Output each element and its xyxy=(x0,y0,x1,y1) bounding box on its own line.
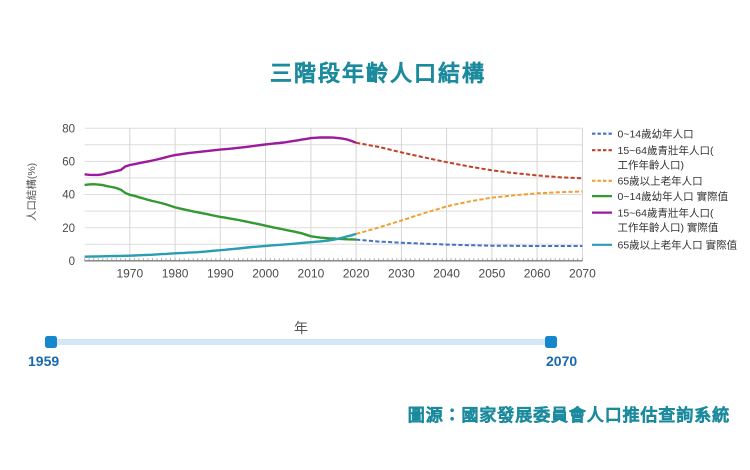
svg-text:2000: 2000 xyxy=(252,266,279,280)
svg-text:工作年齡人口) 實際值: 工作年齡人口) 實際值 xyxy=(618,221,719,234)
svg-text:2060: 2060 xyxy=(524,266,551,280)
svg-text:0~14歲幼年人口 實際值: 0~14歲幼年人口 實際值 xyxy=(618,190,729,203)
svg-text:40: 40 xyxy=(62,190,75,202)
svg-text:15~64歲青壯年人口(: 15~64歲青壯年人口( xyxy=(618,144,714,157)
svg-text:2010: 2010 xyxy=(298,266,325,280)
svg-text:2050: 2050 xyxy=(479,266,506,280)
svg-text:1970: 1970 xyxy=(116,266,143,280)
svg-text:15~64歲青壯年人口(: 15~64歲青壯年人口( xyxy=(618,207,714,220)
svg-text:2040: 2040 xyxy=(433,266,460,280)
svg-text:0: 0 xyxy=(69,256,75,268)
svg-text:0~14歲幼年人口: 0~14歲幼年人口 xyxy=(618,128,694,141)
svg-text:65歲以上老年人口: 65歲以上老年人口 xyxy=(618,175,703,188)
svg-text:人口結構(%): 人口結構(%) xyxy=(25,163,38,221)
svg-text:工作年齡人口): 工作年齡人口) xyxy=(618,159,685,172)
svg-text:65歲以上老年人口 實際值: 65歲以上老年人口 實際值 xyxy=(618,239,738,252)
svg-text:80: 80 xyxy=(62,123,75,135)
svg-text:2070: 2070 xyxy=(569,266,596,280)
svg-text:1980: 1980 xyxy=(162,266,189,280)
svg-text:1990: 1990 xyxy=(207,266,234,280)
svg-text:20: 20 xyxy=(62,223,75,235)
svg-text:2030: 2030 xyxy=(388,266,415,280)
svg-text:2020: 2020 xyxy=(343,266,370,280)
svg-text:60: 60 xyxy=(62,157,75,169)
